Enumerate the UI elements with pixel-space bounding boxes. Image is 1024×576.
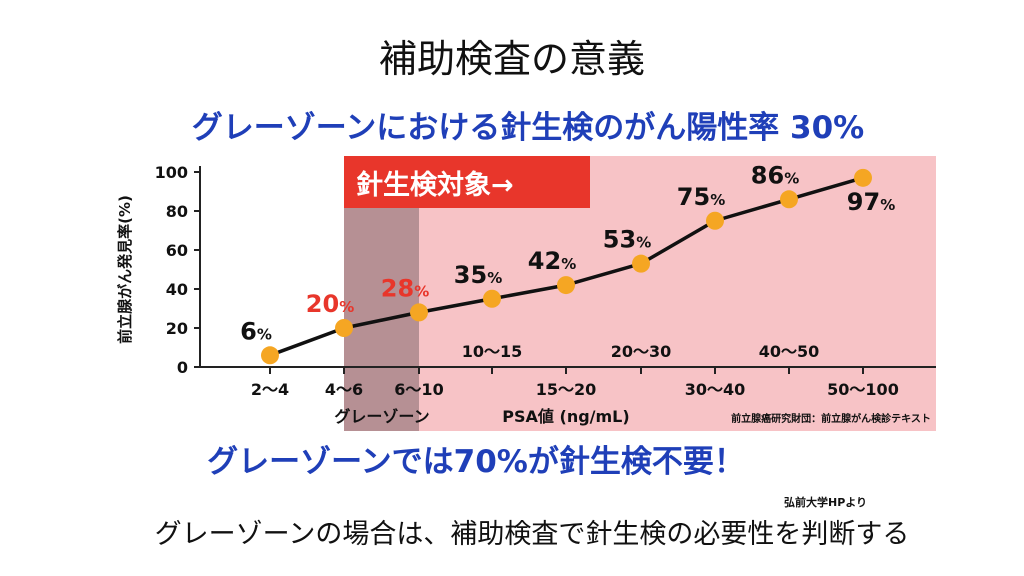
chart-figure: グレーゾーンにおける針生検のがん陽性率 30% 針生検対象→ 0 20 40 60 80 10… bbox=[96, 96, 966, 484]
chart-footer: グレーゾーンでは70%が針生検不要！ bbox=[207, 444, 745, 480]
x-axis-label: PSA値 (ng/mL) bbox=[502, 407, 629, 426]
data-point bbox=[632, 254, 650, 273]
slide-title: 補助検査の意義 bbox=[378, 37, 645, 81]
x-tick-label: 6〜10 bbox=[394, 380, 443, 399]
data-label: 86% bbox=[751, 161, 799, 189]
y-axis-label: 前立腺がん発見率(%) bbox=[116, 195, 134, 344]
data-point bbox=[706, 211, 724, 230]
data-label: 20% bbox=[306, 290, 354, 318]
data-point bbox=[261, 346, 279, 365]
data-point bbox=[335, 319, 353, 337]
chart-title: グレーゾーンにおける針生検のがん陽性率 30% bbox=[192, 110, 864, 146]
y-tick-label: 0 bbox=[177, 358, 188, 377]
slide-caption: グレーゾーンの場合は、補助検査で針生検の必要性を判断する bbox=[154, 519, 910, 550]
y-tick-label: 80 bbox=[166, 202, 188, 221]
y-tick-label: 100 bbox=[155, 163, 188, 182]
y-tick-label: 20 bbox=[166, 319, 188, 338]
biopsy-banner-label: 針生検対象→ bbox=[356, 169, 514, 201]
x-tick-label: 30〜40 bbox=[685, 380, 746, 399]
x-tick-label: 50〜100 bbox=[827, 380, 899, 399]
biopsy-banner bbox=[344, 156, 590, 208]
y-tick-label: 40 bbox=[166, 280, 188, 299]
gray-zone-label: グレーゾーン bbox=[334, 407, 429, 426]
data-label: 97% bbox=[847, 188, 895, 216]
data-point bbox=[410, 303, 428, 322]
image-credit: 弘前大学HPより bbox=[784, 496, 868, 509]
source-note: 前立腺癌研究財団：前立腺がん検診テキスト bbox=[731, 412, 931, 425]
data-point bbox=[483, 289, 501, 308]
data-label: 6% bbox=[240, 317, 272, 345]
data-point bbox=[854, 168, 872, 187]
data-label: 53% bbox=[603, 226, 651, 254]
data-point bbox=[780, 190, 798, 209]
data-point bbox=[557, 276, 575, 295]
x-tick-label: 4〜6 bbox=[325, 380, 363, 399]
chart-svg: グレーゾーンにおける針生検のがん陽性率 30% 針生検対象→ 0 20 40 60 80 10… bbox=[116, 110, 936, 480]
x-tick-label: 10〜15 bbox=[462, 342, 523, 361]
x-tick-label: 2〜4 bbox=[251, 380, 289, 399]
x-tick-label: 40〜50 bbox=[759, 342, 820, 361]
data-label: 42% bbox=[528, 247, 576, 275]
x-tick-label: 20〜30 bbox=[611, 342, 672, 361]
y-tick-label: 60 bbox=[166, 241, 188, 260]
data-label: 35% bbox=[454, 261, 502, 289]
x-tick-label: 15〜20 bbox=[536, 380, 597, 399]
data-label: 28% bbox=[381, 274, 429, 302]
data-label: 75% bbox=[677, 183, 725, 211]
